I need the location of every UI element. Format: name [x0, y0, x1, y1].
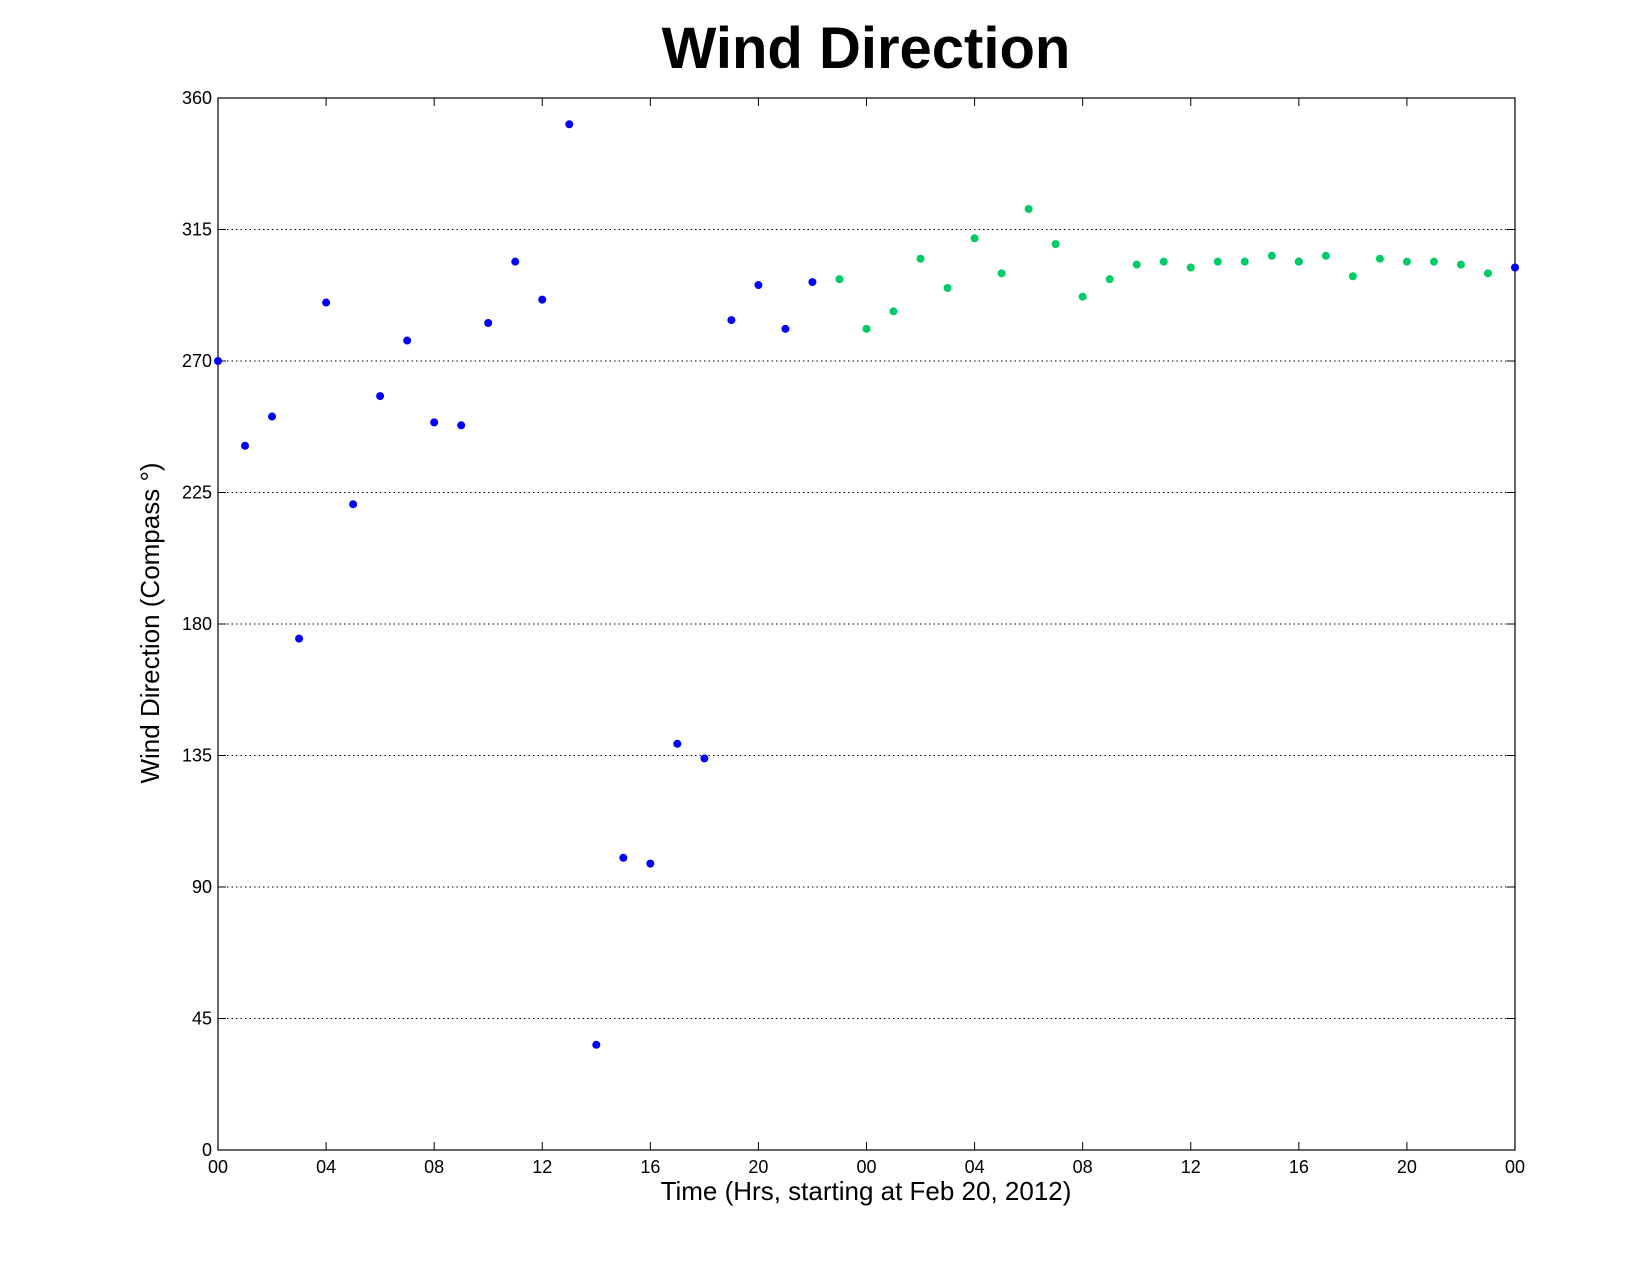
- y-tick-label: 135: [182, 746, 212, 766]
- x-axis-label: Time (Hrs, starting at Feb 20, 2012): [661, 1176, 1072, 1206]
- y-tick-label: 45: [192, 1009, 212, 1029]
- data-point-series-1: [511, 257, 520, 266]
- chart-title: Wind Direction: [662, 16, 1071, 81]
- x-tick-label: 00: [856, 1157, 876, 1177]
- data-point-series-2: [1375, 254, 1384, 263]
- data-point-series-1: [808, 278, 817, 287]
- x-tick-label: 12: [532, 1157, 552, 1177]
- y-tick-label: 225: [182, 483, 212, 503]
- data-point-series-2: [1186, 263, 1195, 272]
- x-tick-label: 16: [640, 1157, 660, 1177]
- data-point-series-1: [349, 500, 358, 509]
- data-point-series-1: [1511, 263, 1519, 272]
- y-tick-label: 90: [192, 877, 212, 897]
- data-point-series-2: [1213, 257, 1222, 266]
- data-point-series-1: [268, 412, 277, 421]
- y-axis-label: Wind Direction (Compass °): [135, 462, 165, 783]
- data-point-series-1: [295, 634, 304, 643]
- x-tick-label: 16: [1289, 1157, 1309, 1177]
- data-point-series-1: [565, 120, 574, 129]
- data-point-series-1: [700, 754, 709, 763]
- data-point-series-1: [673, 739, 682, 748]
- data-point-series-1: [592, 1040, 601, 1049]
- data-points: [214, 120, 1519, 1049]
- grid-lines: [218, 229, 1515, 1019]
- x-tick-label: 12: [1181, 1157, 1201, 1177]
- ticks: 0 45 90 135 180 225 270 315 360 00 04 08 12 16 20 00 04 0…: [182, 88, 1525, 1177]
- data-point-series-2: [1024, 205, 1033, 214]
- x-tick-label: 04: [965, 1157, 985, 1177]
- data-point-series-1: [619, 853, 628, 862]
- x-tick-label: 20: [748, 1157, 768, 1177]
- y-tick-label: 0: [202, 1140, 212, 1160]
- data-point-series-2: [1132, 260, 1141, 269]
- data-point-series-2: [1078, 292, 1087, 301]
- x-tick-label: 00: [1505, 1157, 1525, 1177]
- data-point-series-1: [646, 859, 655, 868]
- y-tick-label: 360: [182, 88, 212, 108]
- data-point-series-1: [376, 392, 385, 401]
- data-point-series-2: [943, 283, 952, 292]
- data-point-series-2: [1159, 257, 1168, 266]
- data-point-series-1: [457, 421, 466, 430]
- data-point-series-2: [1240, 257, 1249, 266]
- data-point-series-1: [781, 324, 790, 333]
- data-point-series-2: [1402, 257, 1411, 266]
- data-point-series-2: [1456, 260, 1465, 269]
- data-point-series-2: [1348, 272, 1357, 281]
- data-point-series-2: [1267, 251, 1276, 260]
- data-point-series-2: [997, 269, 1006, 278]
- data-point-series-2: [916, 254, 925, 263]
- data-point-series-1: [430, 418, 439, 427]
- data-point-series-1: [322, 298, 331, 307]
- data-point-series-2: [862, 324, 871, 333]
- x-tick-label: 00: [208, 1157, 228, 1177]
- data-point-series-1: [538, 295, 547, 304]
- data-point-series-2: [1483, 269, 1492, 278]
- data-point-series-2: [1051, 240, 1060, 249]
- data-point-series-1: [214, 357, 222, 365]
- x-tick-label: 08: [1073, 1157, 1093, 1177]
- y-tick-label: 315: [182, 220, 212, 240]
- x-tick-label: 08: [424, 1157, 444, 1177]
- x-tick-label: 20: [1397, 1157, 1417, 1177]
- data-point-series-1: [754, 281, 763, 290]
- data-point-series-2: [1105, 275, 1114, 284]
- y-tick-label: 270: [182, 351, 212, 371]
- data-point-series-2: [835, 275, 844, 284]
- data-point-series-2: [970, 234, 979, 243]
- data-point-series-2: [889, 307, 898, 316]
- data-point-series-1: [241, 441, 250, 450]
- data-point-series-2: [1321, 251, 1330, 260]
- data-point-series-1: [484, 319, 493, 328]
- data-point-series-1: [403, 336, 412, 345]
- y-tick-label: 180: [182, 614, 212, 634]
- data-point-series-2: [1294, 257, 1303, 266]
- data-point-series-1: [727, 316, 736, 325]
- x-tick-label: 04: [316, 1157, 336, 1177]
- data-point-series-2: [1429, 257, 1438, 266]
